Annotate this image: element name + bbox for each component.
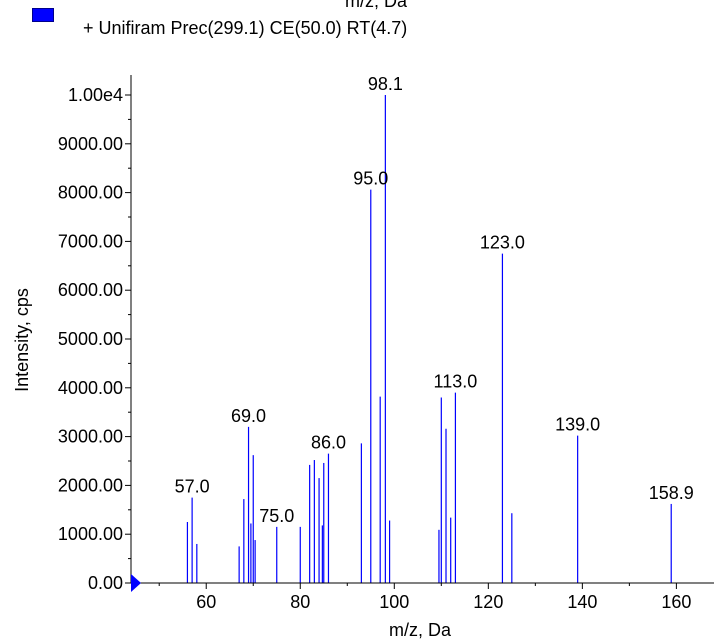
- y-tick-label: 5000.00: [58, 329, 123, 349]
- y-tick-label: 6000.00: [58, 280, 123, 300]
- x-tick-label: 140: [567, 592, 597, 612]
- peaks-layer: [186, 95, 672, 583]
- peak-label: 158.9: [649, 483, 694, 503]
- y-axis-ticks: 0.00 1000.00 2000.00 3000.00 4000.00 5000.00 6…: [58, 85, 131, 593]
- y-tick-label: 2000.00: [58, 475, 123, 495]
- legend-series-label: + Unifiram Prec(299.1) CE(50.0) RT(4.7): [83, 18, 408, 38]
- top-axis-label-cut: m/z, Da: [345, 0, 408, 11]
- y-axis-label: Intensity, cps: [12, 288, 32, 392]
- origin-marker-icon[interactable]: [131, 574, 141, 592]
- peak-label: 57.0: [175, 477, 210, 497]
- peak-label: 69.0: [231, 406, 266, 426]
- legend-swatch: [32, 8, 54, 22]
- y-tick-label: 7000.00: [58, 231, 123, 251]
- x-tick-label: 80: [290, 592, 310, 612]
- x-tick-label: 100: [379, 592, 409, 612]
- peak-label: 75.0: [259, 506, 294, 526]
- x-axis-label: m/z, Da: [389, 620, 452, 640]
- peak-label: 113.0: [434, 372, 478, 392]
- x-tick-label: 120: [473, 592, 503, 612]
- peak-label: 139.0: [555, 415, 600, 435]
- x-axis-ticks: 60 80 100 120 140 160: [158, 583, 691, 612]
- y-tick-label: 9000.00: [58, 134, 123, 154]
- y-tick-label: 1000.00: [58, 524, 123, 544]
- peak-label: 86.0: [311, 433, 346, 453]
- peak-label: 98.1: [368, 74, 403, 94]
- x-tick-label: 160: [661, 592, 691, 612]
- peak-labels-layer: 57.0 69.0 75.0 86.0 95.0 98.1 113.0 123.0 139.0 1…: [175, 74, 694, 526]
- peak-label: 123.0: [480, 233, 525, 253]
- x-tick-label: 60: [196, 592, 216, 612]
- y-tick-label: 3000.00: [58, 427, 123, 447]
- y-tick-label: 8000.00: [58, 183, 123, 203]
- y-tick-label: 0.00: [88, 573, 123, 593]
- y-tick-label: 4000.00: [58, 378, 123, 398]
- peak-label: 95.0: [353, 169, 388, 189]
- y-tick-label: 1.00e4: [68, 85, 123, 105]
